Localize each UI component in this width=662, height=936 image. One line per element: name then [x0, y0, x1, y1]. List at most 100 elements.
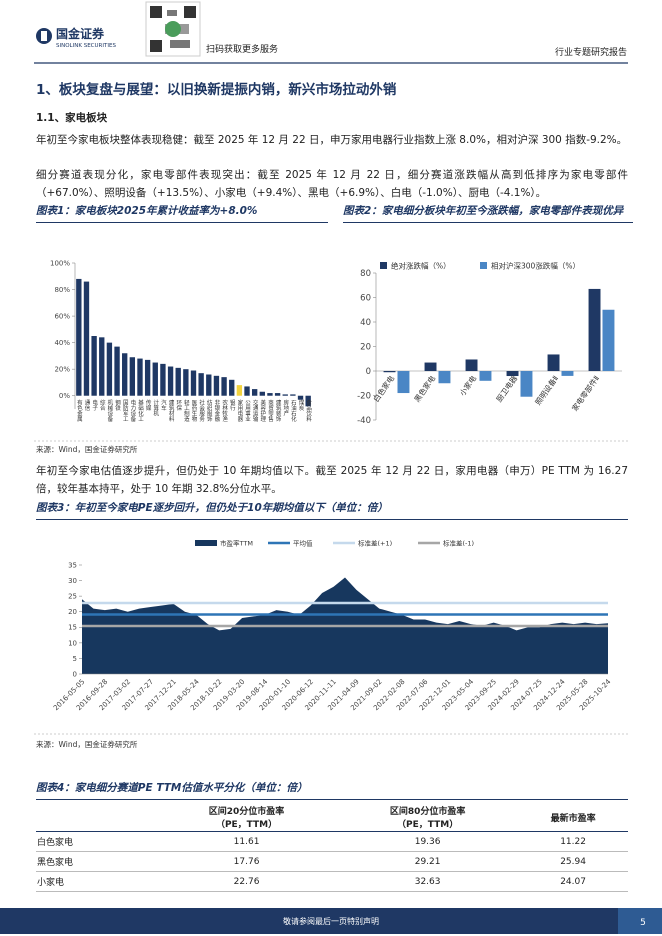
y-tick-label: 35 [68, 561, 77, 569]
x-tick-label: 建筑材料 [168, 399, 175, 424]
y-tick-label: -20 [357, 391, 371, 401]
bar [282, 394, 288, 396]
disclaimer: 敬请参阅最后一页特别声明 [283, 916, 379, 926]
bar [106, 342, 113, 396]
y-tick-label: 0 [73, 670, 77, 678]
report-type: 行业专题研究报告 [555, 46, 627, 58]
bar [424, 362, 437, 371]
legend-label: 平均值 [293, 539, 313, 548]
x-tick-label: 钢铁 [114, 399, 121, 413]
x-tick-label: 通信 [83, 399, 90, 413]
x-tick-label: 纺织服饰 [206, 399, 213, 424]
source: 来源：Wind，国金证券研究所 [36, 445, 138, 454]
logo-en: SINOLINK SECURITIES [56, 43, 116, 49]
bar [602, 309, 615, 371]
legend-label: 标准差(+1) [358, 539, 392, 548]
y-tick-label: 100% [50, 259, 70, 267]
legend-label: 相对沪深300涨跌幅（%） [491, 261, 580, 271]
y-tick-label: 20 [360, 342, 371, 352]
bar [267, 393, 273, 396]
bar [175, 367, 181, 396]
header-cell [36, 803, 156, 832]
y-tick-label: 40 [360, 318, 371, 328]
bar [290, 394, 296, 396]
x-tick-label: 农林牧渔 [221, 399, 228, 424]
bar [190, 370, 197, 396]
x-tick-label: 综合 [99, 399, 106, 413]
x-tick-label: 食品饮料 [305, 399, 312, 424]
x-tick-label: 基础化工 [137, 399, 144, 423]
x-tick-label: 电子 [91, 399, 98, 412]
bar [122, 353, 128, 396]
bar [438, 371, 451, 384]
x-tick-label: 建筑装饰 [275, 399, 282, 424]
header-cell: 区间20分位市盈率 （PE，TTM） [156, 803, 338, 832]
bar [76, 278, 82, 396]
x-tick-label: 计算机 [152, 399, 159, 418]
header-cell: 最新市盈率 [518, 803, 628, 832]
footer-band [0, 908, 662, 934]
y-tick-label: 20% [54, 366, 70, 374]
x-tick-label: 商贸零售 [267, 399, 274, 424]
bar [99, 337, 105, 396]
bar [547, 354, 560, 371]
paragraph: 细分赛道表现分化，家电零部件表现突出：截至 2025 年 12 月 22 日，细… [36, 169, 628, 199]
y-tick-label: 40% [54, 339, 70, 347]
bar [506, 371, 519, 377]
bar [83, 281, 90, 396]
bar [236, 385, 243, 396]
bar [383, 371, 396, 373]
legend-swatch [380, 262, 387, 269]
header-text: 区间80分位市盈率 [389, 807, 466, 817]
bar [221, 377, 227, 396]
y-tick-label: 30 [68, 577, 77, 585]
x-tick-label: 传媒 [145, 399, 152, 413]
x-tick-label: 交通运输 [252, 399, 259, 424]
header-text: 最新市盈率 [550, 813, 596, 824]
header-text: （PE，TTM） [397, 820, 459, 830]
bar [152, 362, 158, 396]
x-tick-label: 黑色家电 [412, 373, 438, 404]
table-row: 小家电 22.76 32.63 24.07 [36, 871, 628, 892]
bar [305, 395, 311, 407]
x-tick-label: 白色家电 [371, 373, 397, 404]
x-tick-label: 家用电器 [236, 399, 243, 424]
legend-swatch [480, 262, 487, 269]
legend-label: 绝对涨跌幅（%） [391, 261, 451, 271]
bar [251, 389, 258, 396]
y-tick-label: 80% [54, 286, 70, 294]
legend-swatch [195, 540, 217, 546]
x-tick-label: 家电零部件Ⅱ [569, 373, 601, 412]
header-text: 区间20分位市盈率 [208, 807, 285, 817]
cell: 25.94 [518, 851, 628, 872]
bar [129, 357, 136, 396]
paragraph: 年初至今家电估值逐步提升，但仍处于 10 年期均值以下。截至 2025 年 12… [36, 465, 628, 495]
x-tick-label: 小家电 [457, 373, 478, 398]
table: 区间20分位市盈率 （PE，TTM） 区间80分位市盈率 （PE，TTM） 最新市盈率 … [36, 803, 628, 892]
bar [160, 363, 166, 396]
bar [206, 374, 212, 396]
x-tick-label: 房地产 [282, 399, 289, 418]
bar [114, 346, 120, 396]
cell: 白色家电 [36, 831, 156, 852]
source: 来源：Wind，国金证券研究所 [36, 740, 138, 749]
x-tick-label: 厨卫电器 [494, 373, 520, 404]
figure-title: 图表1：家电板块2025年累计收益率为+8.0% [36, 203, 328, 223]
bar [198, 373, 204, 396]
logo-cn: 国金证券 [56, 26, 105, 41]
x-tick-label: 煤炭 [298, 399, 305, 413]
cell: 11.22 [518, 831, 628, 852]
y-tick-label: -40 [357, 416, 371, 426]
logo-icon [41, 31, 47, 41]
bar [213, 375, 220, 396]
x-tick-label: 医药生物 [191, 400, 198, 424]
figure-title: 图表3：年初至今家电PE逐步回升，但仍处于10年期均值以下（单位：倍） [36, 500, 628, 520]
y-tick-label: 60 [360, 293, 371, 303]
cell: 小家电 [36, 871, 156, 892]
x-tick-label: 轻工制造 [183, 399, 190, 424]
x-tick-label: 石油石化 [290, 400, 297, 424]
y-tick-label: 0 [366, 367, 371, 377]
table-row: 黑色家电 17.76 29.21 25.94 [36, 851, 628, 872]
cell: 19.36 [337, 831, 519, 852]
